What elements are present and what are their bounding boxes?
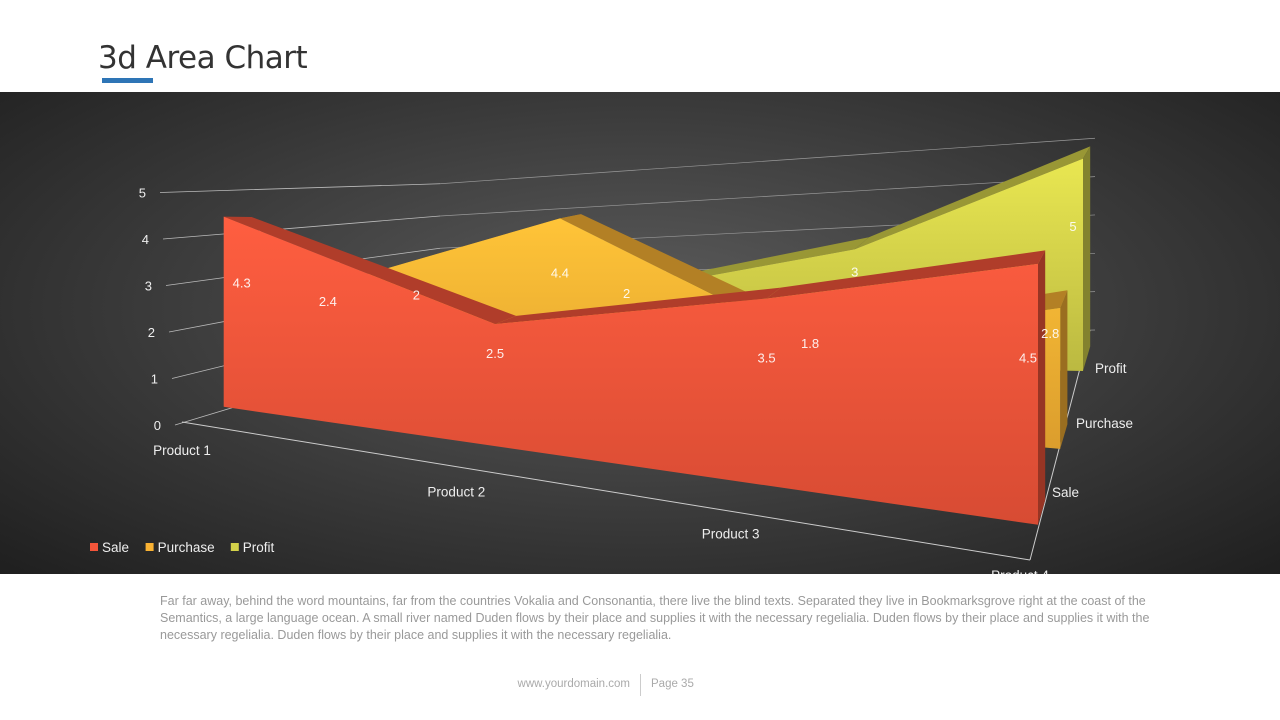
y-tick-label: 0 [154, 418, 161, 433]
body-paragraph: Far far away, behind the word mountains,… [160, 594, 1150, 642]
footer-url[interactable]: www.yourdomain.com [517, 678, 630, 690]
series-sale [223, 216, 1046, 525]
footer-divider [640, 674, 641, 696]
back-gridline [439, 137, 1096, 185]
area-side-face [1038, 250, 1046, 525]
data-label: 3.5 [758, 351, 776, 366]
legend-label: Profit [243, 540, 275, 555]
data-label: 5 [1069, 219, 1076, 234]
y-tick-label: 5 [139, 186, 146, 201]
y-tick-label: 4 [142, 232, 149, 247]
x-tick-label: Product 2 [427, 485, 485, 500]
area-front-face [223, 216, 1038, 525]
data-label: 2.5 [486, 346, 504, 361]
gridline [159, 183, 441, 193]
area-top-face [495, 287, 781, 325]
y-tick-label: 3 [145, 279, 152, 294]
page-title: 3d Area Chart [98, 40, 308, 76]
title-underline [102, 78, 153, 83]
data-label: 2 [623, 286, 630, 301]
legend-label: Purchase [158, 540, 215, 555]
data-label: 2.8 [1041, 326, 1059, 341]
legend-label: Sale [102, 540, 129, 555]
data-label: 2 [413, 288, 420, 303]
legend-swatch [145, 543, 154, 551]
x-axis-line [181, 421, 1031, 561]
data-label: 3 [851, 265, 858, 280]
area-top-face [223, 216, 517, 325]
page-number: Page 35 [651, 678, 694, 690]
area-top-face [854, 146, 1091, 250]
area-side-face [1060, 290, 1068, 449]
gridline [162, 215, 441, 240]
x-tick-label: Product 3 [702, 526, 760, 541]
series-axis-label: Sale [1052, 485, 1079, 500]
x-tick-label: Product 4 [991, 568, 1049, 574]
data-label: 4.5 [1019, 350, 1037, 365]
data-label: 4.3 [233, 275, 251, 290]
legend-swatch [230, 543, 239, 551]
area-chart-3d: 0 1 2 3 4 5 4.3 2.5 3.5 4.5 2.4 4.4 1.8 2.8 2 2 3 5 Produc… [0, 92, 1280, 583]
series-axis-label: Profit [1095, 361, 1127, 376]
data-label: 2.4 [319, 294, 337, 309]
x-tick-label: Product 1 [153, 443, 211, 458]
area-top-face [766, 250, 1046, 299]
series-axis-label: Purchase [1076, 416, 1133, 431]
chart-svg: 0 1 2 3 4 5 4.3 2.5 3.5 4.5 2.4 4.4 1.8 2.8 2 2 3 5 Produc… [90, 137, 1133, 583]
legend-swatch [90, 543, 98, 551]
back-gridline [439, 176, 1096, 217]
area-side-face [1083, 146, 1091, 371]
data-label: 1.8 [801, 336, 819, 351]
data-label: 4.4 [551, 266, 569, 281]
y-tick-label: 1 [151, 372, 158, 387]
y-tick-label: 2 [148, 325, 155, 340]
